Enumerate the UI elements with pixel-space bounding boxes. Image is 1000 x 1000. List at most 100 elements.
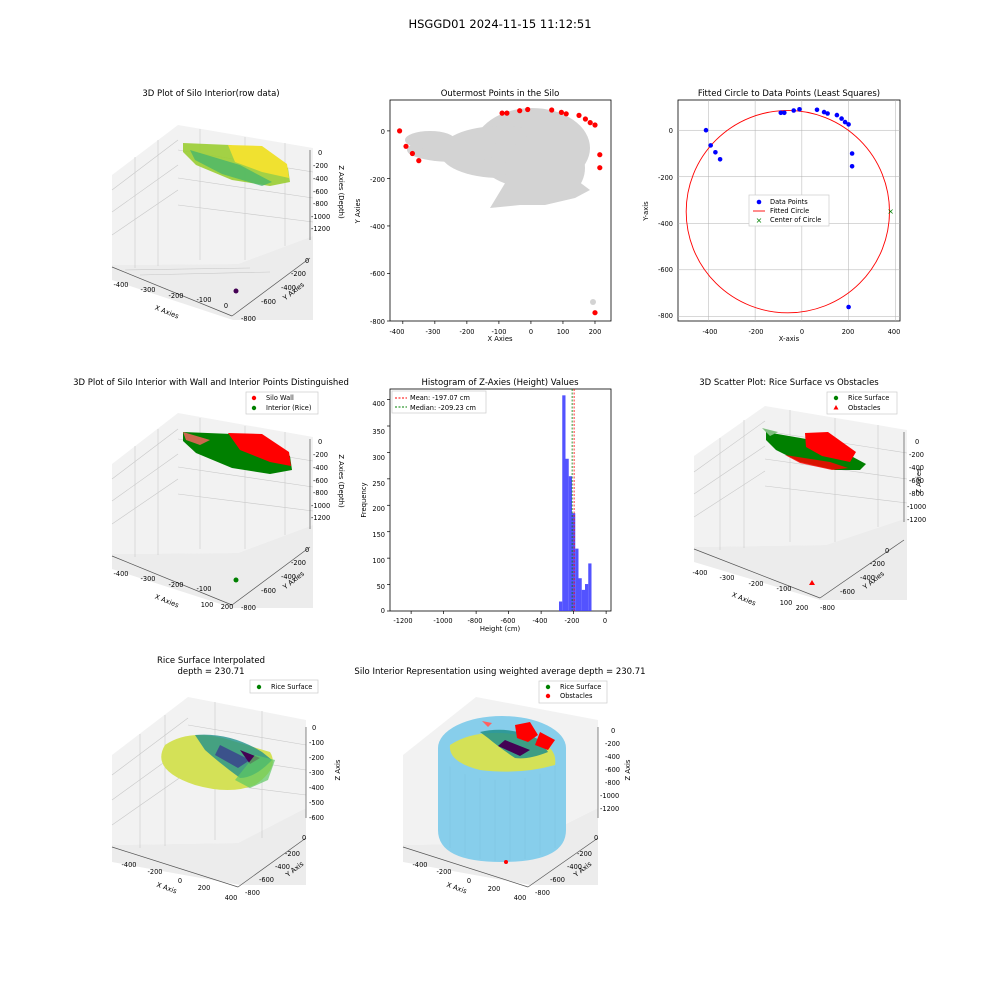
ytick: -400: [860, 574, 875, 582]
outermost-point: [563, 111, 569, 117]
ytick: -800: [245, 889, 260, 897]
xtick: -400: [390, 328, 405, 336]
xtick: -100: [777, 585, 792, 593]
xtick: -800: [468, 617, 483, 625]
xtick: -300: [141, 286, 156, 294]
ztick: -800: [313, 200, 328, 208]
ytick: 50: [377, 583, 385, 591]
ztick: -800: [909, 490, 924, 498]
xtick: -200: [749, 328, 764, 336]
ztick: -1000: [907, 503, 926, 511]
xtick: 100: [780, 599, 793, 607]
ztick: -600: [909, 477, 924, 485]
xtick: 200: [198, 884, 211, 892]
xtick: -200: [169, 292, 184, 300]
data-point: [778, 110, 784, 116]
legend-label: Fitted Circle: [770, 207, 809, 215]
legend-label: Rice Surface: [848, 394, 889, 402]
outlier-point: [233, 288, 239, 294]
data-point: [846, 122, 851, 127]
xtick: -400: [693, 569, 708, 577]
axes-box-3d: [693, 406, 908, 600]
ztick: -200: [909, 451, 924, 459]
ztick: -100: [309, 739, 324, 747]
xtick: 0: [603, 617, 607, 625]
ytick: 0: [302, 834, 306, 842]
outermost-point: [416, 158, 422, 164]
ytick: -200: [870, 560, 885, 568]
data-point: [717, 157, 723, 162]
xtick: -400: [703, 328, 718, 336]
xtick: 200: [796, 604, 809, 612]
histogram-bar: [585, 584, 589, 611]
ztick: 0: [318, 149, 322, 157]
ztick: -500: [309, 799, 324, 807]
center-marker: ×: [887, 207, 894, 216]
svg-text:×: ×: [756, 216, 763, 225]
ytick: 0: [305, 546, 309, 554]
fitted-circle-marks: ×: [685, 107, 894, 314]
y-axis-label: Y-axis: [642, 201, 650, 222]
data-point: [814, 107, 820, 113]
panel-interpolated-title: Rice Surface Interpolated: [157, 656, 265, 666]
ztick: -400: [313, 175, 328, 183]
legend-label: Obstacles: [848, 404, 881, 412]
xtick: -200: [169, 581, 184, 589]
ytick: -600: [658, 266, 673, 274]
panel-silo-representation: Silo Interior Representation using weigh…: [354, 667, 645, 902]
ytick: -400: [281, 284, 296, 292]
grey-interior-points: [405, 108, 596, 305]
ytick: -200: [577, 850, 592, 858]
ytick: 400: [372, 400, 385, 408]
x-axis-label: X Axis: [445, 881, 468, 896]
data-point: [839, 116, 844, 121]
ztick: -200: [313, 162, 328, 170]
panel-rice-obstacles-title: 3D Scatter Plot: Rice Surface vs Obstacl…: [699, 378, 879, 388]
data-point: [713, 150, 718, 155]
ytick: 150: [372, 531, 385, 539]
xtick: -400: [122, 861, 137, 869]
y-axis-label: Frequency: [360, 482, 368, 517]
xtick: -400: [413, 861, 428, 869]
surface-points-cloud: [183, 143, 290, 186]
panel-wall-interior-title: 3D Plot of Silo Interior with Wall and I…: [73, 378, 349, 388]
x-axis-label: X-axis: [779, 335, 800, 343]
ztick: -800: [313, 489, 328, 497]
data-point: [849, 164, 855, 169]
panel-3d-raw: 3D Plot of Silo Interior(row data): [111, 89, 345, 323]
data-point: [782, 110, 787, 116]
outlier-point: [233, 577, 239, 583]
ytick: -200: [370, 176, 385, 184]
z-axis-label: Z Axies: [915, 468, 923, 494]
interpolated-surface: [161, 734, 275, 790]
outermost-point: [525, 106, 531, 113]
data-point: [849, 151, 855, 156]
ytick: -400: [370, 223, 385, 231]
z-axis-label: Z Axies (Depth): [337, 165, 345, 219]
xtick: 200: [842, 328, 855, 336]
data-point: [797, 107, 802, 112]
xtick: -200: [437, 868, 452, 876]
ytick: -400: [567, 863, 582, 871]
ztick: 0: [318, 438, 322, 446]
xtick: -1000: [433, 617, 452, 625]
silo-cylinder: [438, 716, 566, 862]
plot-frame: [677, 99, 901, 322]
xtick: 400: [888, 328, 901, 336]
ztick: -600: [309, 814, 324, 822]
panel-outermost-title: Outermost Points in the Silo: [441, 89, 560, 99]
legend: Rice Surface Obstacles: [538, 680, 608, 704]
outermost-point: [558, 109, 565, 115]
legend: Silo Wall Interior (Rice): [245, 391, 319, 415]
xtick: -1200: [393, 617, 412, 625]
x-axis-label: X Axies: [487, 335, 513, 343]
xtick: -400: [533, 617, 548, 625]
xtick: -600: [501, 617, 516, 625]
outermost-point: [597, 152, 603, 158]
ztick: -1000: [311, 213, 330, 221]
xtick: -200: [460, 328, 475, 336]
ztick: 0: [312, 724, 316, 732]
ytick: -200: [658, 174, 673, 182]
legend: Data Points Fitted Circle × Center of Ci…: [748, 194, 830, 227]
x-axis-label: Height (cm): [480, 625, 521, 633]
